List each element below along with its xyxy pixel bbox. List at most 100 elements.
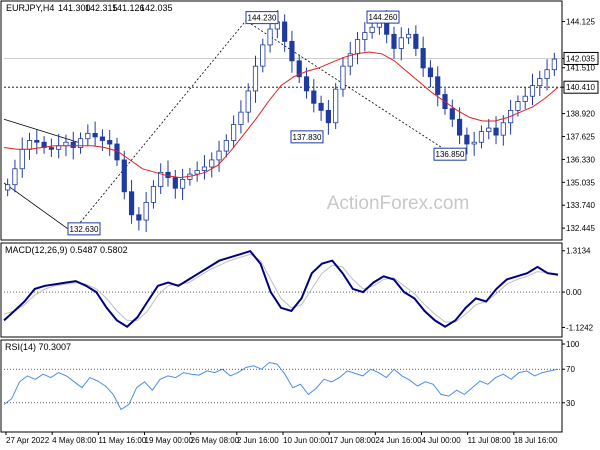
rsi-tick-label: 30	[566, 399, 575, 408]
x-tick-label: 2 Jun 16:00	[237, 436, 279, 445]
candle-body	[493, 127, 499, 136]
candle-body	[384, 21, 390, 35]
price-annotation-box	[433, 147, 467, 161]
symbol-label: EURJPY,H4	[6, 3, 54, 13]
candle-body	[398, 37, 404, 49]
candle-body	[267, 28, 273, 46]
candle-body	[209, 159, 215, 168]
candle-body	[231, 124, 237, 141]
guide-lines: 140.410	[3, 18, 599, 232]
rsi-tick-label: 70	[566, 365, 575, 374]
candle-body	[5, 184, 11, 191]
candle-body	[325, 109, 331, 124]
price-annotation-box	[245, 11, 279, 25]
rsi-tick-label: 100	[566, 340, 580, 349]
candle-body	[427, 67, 434, 78]
candle-body	[136, 214, 142, 221]
candle-body	[12, 168, 18, 186]
candle-body	[107, 140, 113, 145]
candle-body	[143, 201, 149, 221]
candle-body	[318, 102, 324, 111]
x-tick-label: 27 Apr 2022	[6, 436, 50, 445]
watermark: ActionForex.com	[327, 193, 470, 214]
candle-body	[282, 21, 288, 42]
x-tick-label: 24 Jun 16:00	[375, 436, 422, 445]
candle-body	[537, 78, 543, 87]
macd-label: MACD(12,26,9) 0.5487 0.5802	[5, 245, 128, 255]
candle-body	[48, 147, 54, 150]
macd-tick-label: 1.3134	[566, 247, 591, 256]
candle-body	[303, 76, 310, 92]
candle-body	[311, 90, 317, 104]
candle-body	[515, 101, 521, 111]
price-panel-frame	[0, 0, 563, 241]
candle-body	[478, 131, 485, 143]
price-tick-label: 133.740	[566, 201, 595, 210]
price-tick-label: 141.510	[566, 64, 595, 73]
candle-body	[354, 39, 361, 55]
x-tick-label: 4 Jul 00:00	[422, 436, 462, 445]
candle-body	[180, 178, 186, 189]
candle-body	[529, 85, 536, 97]
ohlc-low: 141.126	[112, 3, 145, 13]
price-tick-label: 135.035	[566, 178, 595, 187]
x-tick-label: 26 May 08:00	[191, 436, 240, 445]
candle-body	[391, 33, 397, 49]
candle-body	[340, 65, 346, 90]
candle-body	[544, 69, 550, 79]
x-tick-label: 11 May 16:00	[98, 436, 146, 445]
candle-body	[19, 148, 25, 170]
moving-average-line	[3, 51, 559, 179]
x-tick-label: 18 Jul 16:00	[514, 436, 558, 445]
price-annotation-box	[67, 222, 101, 236]
candle-body	[77, 138, 84, 148]
price-tick-label: 136.330	[566, 155, 595, 164]
candlestick-series	[5, 10, 557, 232]
price-annotations: 144.230 144.260 137.830 136.850 132.630	[67, 10, 467, 236]
candle-body	[420, 48, 426, 69]
price-annotation-label: 132.630	[70, 225, 99, 234]
price-annotation-box	[290, 130, 324, 144]
ohlc-open: 141.300	[58, 3, 91, 13]
candle-body	[158, 171, 164, 187]
candle-body	[471, 141, 477, 145]
candle-body	[551, 58, 557, 71]
candle-body	[347, 53, 353, 67]
rsi-line	[3, 361, 559, 411]
price-tick-label: 132.445	[566, 224, 595, 233]
candle-body	[464, 134, 470, 145]
candle-body	[238, 111, 244, 125]
candle-body	[85, 132, 91, 140]
price-annotation-label: 137.830	[293, 133, 322, 142]
candle-body	[63, 141, 69, 147]
candle-body	[362, 32, 368, 41]
price-annotation-label: 144.230	[248, 14, 277, 23]
rsi-label: RSI(14) 70.3007	[5, 342, 71, 352]
candle-body	[435, 76, 441, 95]
trend-line	[77, 18, 249, 226]
candle-body	[333, 88, 339, 124]
x-tick-label: 19 May 00:00	[145, 436, 194, 445]
x-tick-label: 17 Jun 08:00	[329, 436, 376, 445]
candle-body	[245, 90, 251, 113]
candle-body	[457, 118, 463, 136]
price-annotation-box	[366, 10, 400, 24]
candle-body	[449, 108, 455, 120]
macd-panel-frame	[0, 242, 563, 338]
candle-body	[223, 140, 229, 152]
chart-header: EURJPY,H4 141.300 142.315 141.126 142.03…	[6, 3, 173, 13]
current-price-box	[563, 51, 599, 65]
candle-body	[296, 60, 302, 78]
x-tick-label: 4 May 08:00	[52, 436, 97, 445]
ohlc-close: 142.035	[140, 3, 173, 13]
candle-body	[121, 159, 127, 193]
horizontal-level-label: 140.410	[566, 83, 595, 92]
candle-body	[486, 127, 492, 133]
candle-body	[252, 65, 259, 92]
candle-body	[522, 95, 528, 102]
current-price-label: 142.035	[566, 54, 595, 63]
candle-body	[92, 132, 98, 138]
candle-body	[413, 33, 419, 49]
x-tick-label: 11 Jul 08:00	[468, 436, 512, 445]
